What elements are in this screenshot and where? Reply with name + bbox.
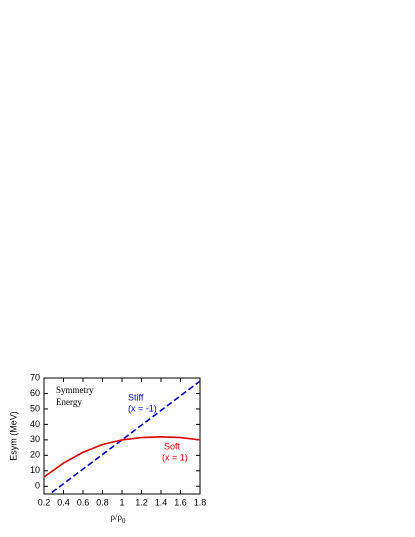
y-tick-label: 50: [30, 403, 40, 413]
x-axis-label: ρ/ρ0: [111, 512, 126, 525]
y-tick-label: 60: [30, 388, 40, 398]
x-tick-label: 0.2: [38, 497, 51, 507]
series-label: Stiff: [128, 392, 144, 402]
x-tick-label: 1.4: [155, 497, 168, 507]
x-axis-label-main: ρ/ρ: [111, 512, 123, 522]
y-tick-label: 20: [30, 450, 40, 460]
y-tick-label: 0: [35, 481, 40, 491]
y-tick-label: 70: [30, 372, 40, 382]
line: [43, 435, 201, 478]
annotation: Energy: [56, 397, 82, 407]
x-tick-label: 0.6: [77, 497, 90, 507]
x-axis-label-sub: 0: [122, 517, 126, 525]
y-tick-label: 40: [30, 419, 40, 429]
annotation: Symmetry: [56, 385, 94, 395]
y-tick-label: 10: [30, 465, 40, 475]
x-tick-label: 0.4: [57, 497, 70, 507]
x-tick-label: 1: [119, 497, 124, 507]
series-label: Soft: [164, 441, 181, 451]
x-tick-label: 0.8: [96, 497, 109, 507]
plot-frame: [43, 377, 201, 495]
x-tick-label: 1.8: [194, 497, 207, 507]
x-tick-label: 1.6: [174, 497, 187, 507]
annotation: (x = -1): [128, 403, 157, 413]
annotation: (x = 1): [162, 452, 188, 462]
y-axis-label: Esym (MeV): [8, 411, 18, 461]
x-tick-label: 1.2: [135, 497, 148, 507]
y-tick-label: 30: [30, 434, 40, 444]
line: [51, 380, 201, 494]
